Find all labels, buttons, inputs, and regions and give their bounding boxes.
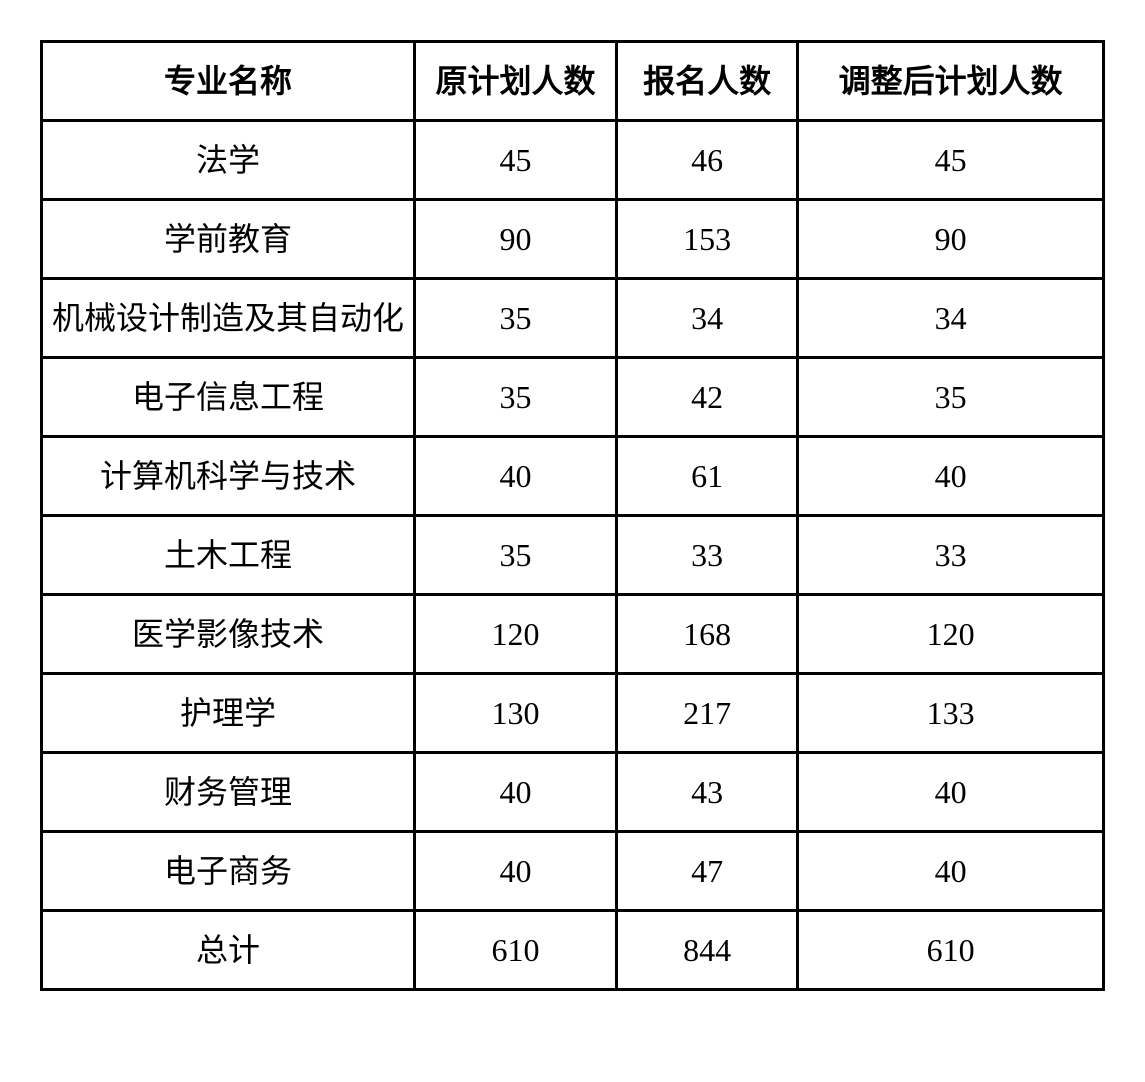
- cell-original: 120: [414, 595, 616, 674]
- cell-original: 45: [414, 121, 616, 200]
- enrollment-table-container: 专业名称 原计划人数 报名人数 调整后计划人数 法学 45 46 45 学前教育…: [40, 40, 1105, 991]
- table-row: 土木工程 35 33 33: [42, 516, 1104, 595]
- cell-applied: 43: [617, 753, 798, 832]
- cell-major-name: 医学影像技术: [42, 595, 415, 674]
- cell-original: 90: [414, 200, 616, 279]
- cell-original: 35: [414, 358, 616, 437]
- cell-major-name: 电子信息工程: [42, 358, 415, 437]
- table-row: 机械设计制造及其自动化 35 34 34: [42, 279, 1104, 358]
- cell-original: 35: [414, 279, 616, 358]
- cell-adjusted: 40: [798, 753, 1104, 832]
- cell-original: 40: [414, 753, 616, 832]
- table-row: 法学 45 46 45: [42, 121, 1104, 200]
- cell-applied: 217: [617, 674, 798, 753]
- table-row: 计算机科学与技术 40 61 40: [42, 437, 1104, 516]
- cell-total-applied: 844: [617, 911, 798, 990]
- table-row: 学前教育 90 153 90: [42, 200, 1104, 279]
- cell-major-name: 法学: [42, 121, 415, 200]
- cell-original: 40: [414, 437, 616, 516]
- cell-adjusted: 34: [798, 279, 1104, 358]
- table-header-row: 专业名称 原计划人数 报名人数 调整后计划人数: [42, 42, 1104, 121]
- cell-adjusted: 35: [798, 358, 1104, 437]
- cell-total-original: 610: [414, 911, 616, 990]
- header-applied-count: 报名人数: [617, 42, 798, 121]
- cell-applied: 34: [617, 279, 798, 358]
- table-row: 财务管理 40 43 40: [42, 753, 1104, 832]
- cell-adjusted: 120: [798, 595, 1104, 674]
- table-row-total: 总计 610 844 610: [42, 911, 1104, 990]
- enrollment-table: 专业名称 原计划人数 报名人数 调整后计划人数 法学 45 46 45 学前教育…: [40, 40, 1105, 991]
- cell-major-name: 机械设计制造及其自动化: [42, 279, 415, 358]
- table-row: 医学影像技术 120 168 120: [42, 595, 1104, 674]
- cell-original: 35: [414, 516, 616, 595]
- header-adjusted-plan: 调整后计划人数: [798, 42, 1104, 121]
- header-original-plan: 原计划人数: [414, 42, 616, 121]
- cell-applied: 46: [617, 121, 798, 200]
- cell-major-name: 学前教育: [42, 200, 415, 279]
- cell-adjusted: 40: [798, 437, 1104, 516]
- table-row: 护理学 130 217 133: [42, 674, 1104, 753]
- cell-major-name: 财务管理: [42, 753, 415, 832]
- cell-total-adjusted: 610: [798, 911, 1104, 990]
- table-row: 电子信息工程 35 42 35: [42, 358, 1104, 437]
- cell-applied: 47: [617, 832, 798, 911]
- cell-major-name: 土木工程: [42, 516, 415, 595]
- cell-major-name: 计算机科学与技术: [42, 437, 415, 516]
- cell-adjusted: 33: [798, 516, 1104, 595]
- cell-original: 130: [414, 674, 616, 753]
- cell-applied: 153: [617, 200, 798, 279]
- cell-applied: 33: [617, 516, 798, 595]
- cell-original: 40: [414, 832, 616, 911]
- cell-major-name: 电子商务: [42, 832, 415, 911]
- cell-major-name: 护理学: [42, 674, 415, 753]
- cell-total-label: 总计: [42, 911, 415, 990]
- cell-applied: 42: [617, 358, 798, 437]
- cell-applied: 168: [617, 595, 798, 674]
- cell-adjusted: 40: [798, 832, 1104, 911]
- cell-adjusted: 133: [798, 674, 1104, 753]
- cell-adjusted: 45: [798, 121, 1104, 200]
- cell-applied: 61: [617, 437, 798, 516]
- cell-adjusted: 90: [798, 200, 1104, 279]
- header-major-name: 专业名称: [42, 42, 415, 121]
- table-body: 法学 45 46 45 学前教育 90 153 90 机械设计制造及其自动化 3…: [42, 121, 1104, 990]
- table-row: 电子商务 40 47 40: [42, 832, 1104, 911]
